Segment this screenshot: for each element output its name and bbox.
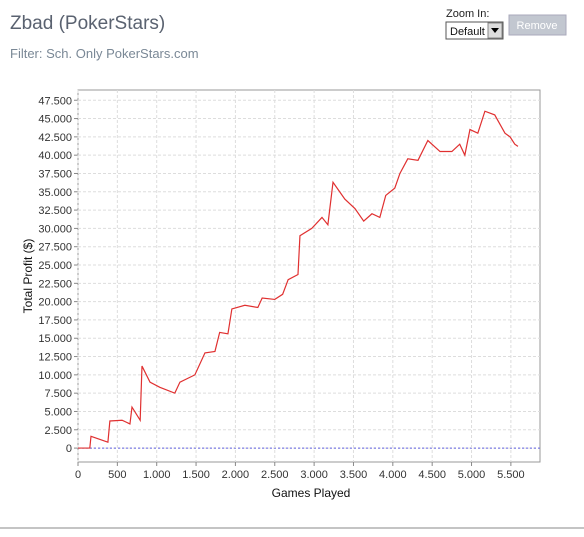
y-tick-label: 5.000	[44, 406, 72, 418]
y-tick-label: 47.500	[38, 95, 72, 107]
y-axis-label: Total Profit ($)	[21, 239, 35, 314]
x-tick-label: 4.500	[418, 469, 446, 481]
y-tick-label: 40.000	[38, 150, 72, 162]
zoom-label: Zoom In:	[446, 8, 489, 20]
y-tick-label: 37.500	[38, 168, 72, 180]
select-arrow[interactable]	[491, 28, 499, 33]
zoom-select[interactable]: Default	[445, 21, 504, 40]
y-tick-label: 35.000	[38, 187, 72, 199]
x-tick-label: 500	[108, 469, 126, 481]
y-tick-label: 45.000	[38, 114, 72, 126]
x-tick-label: 3.500	[340, 469, 368, 481]
x-axis-label: Games Played	[272, 486, 351, 500]
y-tick-label: 17.500	[38, 315, 72, 327]
y-tick-label: 42.500	[38, 132, 72, 144]
y-tick-label: 20.000	[38, 297, 72, 309]
x-tick-label: 3.000	[300, 469, 328, 481]
filter-text: Filter: Sch. Only PokerStars.com	[10, 46, 199, 61]
select-value[interactable]: Default	[450, 26, 485, 38]
x-tick-label: 2.500	[261, 469, 289, 481]
x-tick-label: 5.500	[497, 469, 525, 481]
x-tick-label: 5.000	[458, 469, 486, 481]
y-tick-label: 0	[66, 443, 72, 455]
y-tick-label: 27.500	[38, 242, 72, 254]
y-tick-label: 15.000	[38, 333, 72, 345]
y-tick-label: 7.500	[44, 388, 72, 400]
y-tick-label: 2.500	[44, 425, 72, 437]
y-tick-label: 22.500	[38, 278, 72, 290]
button-label[interactable]: Remove	[517, 20, 558, 32]
x-tick-label: 1.000	[143, 469, 171, 481]
button-bg[interactable]	[508, 14, 567, 36]
x-tick-label: 2.000	[222, 469, 250, 481]
x-tick-label: 0	[75, 469, 81, 481]
profit-line	[78, 110, 519, 449]
remove-button[interactable]: Remove	[508, 14, 567, 36]
plot-area	[77, 89, 541, 463]
y-tick-label: 30.000	[38, 223, 72, 235]
x-tick-label: 1.500	[182, 469, 210, 481]
page-title: Zbad (PokerStars)	[10, 13, 165, 34]
x-tick-label: 4.000	[379, 469, 407, 481]
y-tick-label: 25.000	[38, 260, 72, 272]
y-tick-label: 32.500	[38, 205, 72, 217]
y-tick-label: 10.000	[38, 370, 72, 382]
y-tick-label: 12.500	[38, 352, 72, 364]
